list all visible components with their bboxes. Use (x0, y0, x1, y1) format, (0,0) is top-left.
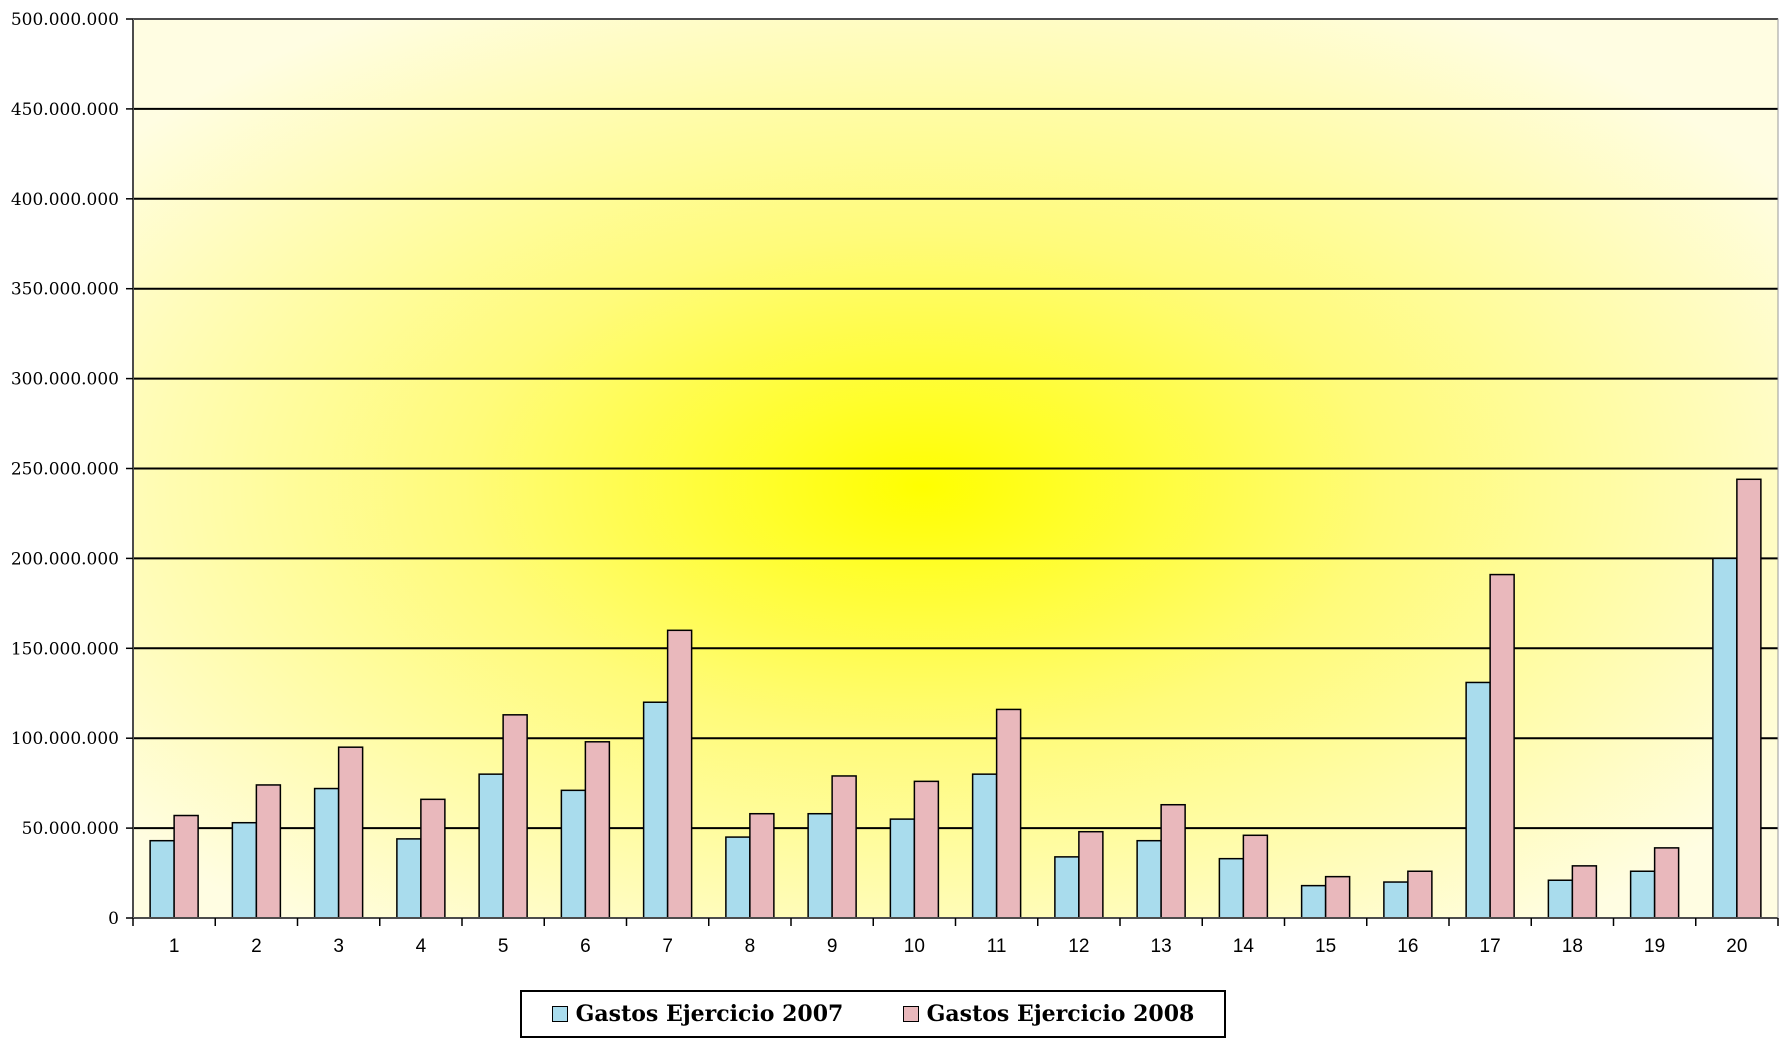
bar-2008-10 (913, 780, 940, 919)
x-tick-label: 19 (1644, 936, 1665, 957)
y-tick-label: 300.000.000 (11, 370, 119, 390)
bar-2008-7 (666, 629, 693, 919)
bar-2007-2 (231, 821, 258, 919)
bar-2008-20 (1736, 478, 1762, 919)
x-tick-label: 3 (333, 936, 344, 957)
bar-2007-5 (478, 773, 504, 919)
x-tick-label: 9 (827, 936, 838, 957)
bar-2007-11 (971, 773, 998, 919)
bar-2008-13 (1160, 803, 1186, 919)
bar-2008-11 (995, 708, 1022, 919)
legend-swatch-2007 (551, 1006, 568, 1022)
x-axis-ticks: 1 2 3 4 5 6 7 8 9 10 11 12 13 14 15 16 17 18 19 20 (132, 918, 1779, 957)
bar-2007-3 (313, 787, 340, 919)
y-tick-label: 350.000.000 (11, 280, 119, 300)
bar-2008-4 (420, 798, 446, 919)
y-tick-label: 250.000.000 (11, 460, 119, 480)
x-tick-label: 5 (498, 936, 509, 957)
bar-2008-18 (1571, 865, 1598, 919)
x-tick-label: 18 (1562, 936, 1583, 957)
x-tick-label: 1 (169, 936, 180, 957)
y-axis-ticks: 0 50.000.000 100.000.000 150.000.000 200.000… (11, 10, 133, 929)
bar-2007-6 (560, 789, 587, 919)
bar-2007-18 (1547, 879, 1574, 919)
bar-2008-5 (502, 714, 528, 919)
x-tick-label: 20 (1726, 936, 1747, 957)
y-tick-label: 400.000.000 (11, 190, 119, 210)
x-tick-label: 17 (1480, 936, 1501, 957)
bar-2007-12 (1054, 856, 1080, 919)
bar-2008-15 (1324, 875, 1351, 919)
bar-2007-17 (1465, 681, 1491, 919)
y-tick-label: 450.000.000 (11, 100, 119, 120)
bar-2007-15 (1300, 884, 1327, 919)
y-tick-label: 150.000.000 (11, 639, 119, 659)
legend-item-2008: Gastos Ejercicio 2008 (902, 1001, 1195, 1027)
x-tick-label: 11 (987, 936, 1007, 957)
x-tick-label: 15 (1315, 936, 1336, 957)
bar-2008-16 (1407, 870, 1433, 919)
x-tick-label: 12 (1068, 936, 1089, 957)
bar-2008-1 (173, 814, 199, 919)
x-tick-label: 10 (904, 936, 925, 957)
x-tick-label: 13 (1151, 936, 1172, 957)
bars (149, 478, 1762, 919)
legend-label-2008: Gastos Ejercicio 2008 (926, 1001, 1195, 1027)
y-tick-label: 50.000.000 (22, 819, 119, 839)
legend-swatch-2008 (902, 1006, 919, 1022)
x-tick-label: 4 (416, 936, 427, 957)
bar-2007-7 (642, 701, 669, 919)
bar-2008-6 (584, 741, 611, 919)
x-tick-label: 8 (745, 936, 756, 957)
x-tick-label: 14 (1233, 936, 1255, 957)
y-tick-label: 100.000.000 (11, 729, 119, 749)
bar-2008-12 (1078, 830, 1104, 919)
legend-label-2007: Gastos Ejercicio 2007 (575, 1001, 844, 1027)
bar-2008-3 (337, 746, 364, 919)
bar-2007-1 (149, 839, 175, 919)
bar-2007-13 (1136, 839, 1162, 919)
x-tick-label: 6 (580, 936, 591, 957)
bar-2008-2 (255, 784, 282, 919)
legend-item-2007: Gastos Ejercicio 2007 (551, 1001, 844, 1027)
x-tick-label: 7 (662, 936, 673, 957)
bar-2007-20 (1712, 557, 1738, 919)
bar-2007-10 (889, 818, 916, 919)
bar-2007-8 (725, 836, 751, 919)
bar-2007-4 (396, 838, 422, 919)
y-tick-label: 500.000.000 (11, 10, 119, 30)
bar-2007-19 (1629, 870, 1656, 919)
x-tick-label: 16 (1397, 936, 1418, 957)
legend: Gastos Ejercicio 2007 Gastos Ejercicio 2… (520, 990, 1226, 1038)
bar-2008-17 (1489, 573, 1515, 919)
y-tick-label: 0 (108, 909, 119, 929)
y-tick-label: 200.000.000 (11, 549, 119, 569)
bar-2007-16 (1383, 881, 1409, 919)
bar-2008-19 (1653, 847, 1680, 919)
bar-2007-14 (1218, 857, 1245, 919)
bar-2007-9 (807, 812, 833, 919)
x-tick-label: 2 (251, 936, 262, 957)
bar-2008-9 (831, 775, 857, 919)
bar-2008-8 (749, 812, 775, 919)
bar-2008-14 (1242, 834, 1269, 919)
